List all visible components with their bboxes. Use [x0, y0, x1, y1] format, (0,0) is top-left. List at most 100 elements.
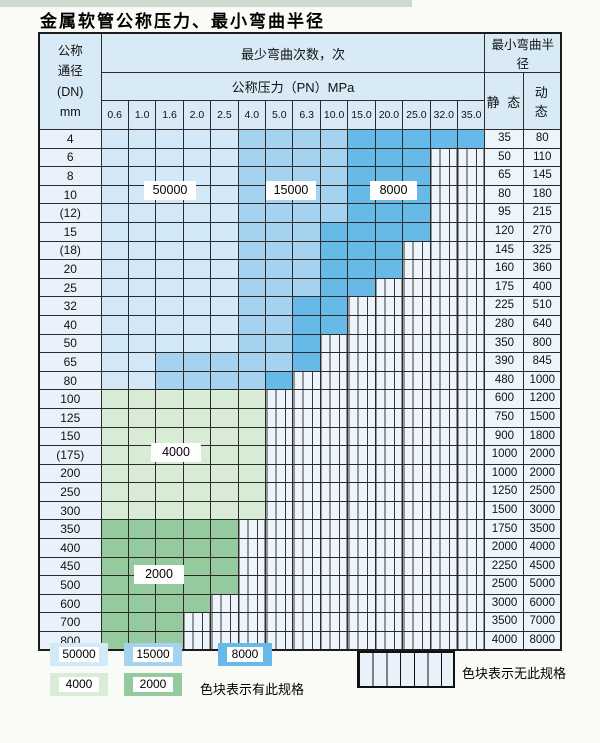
dynamic-radius-cell: 8000 — [523, 631, 562, 651]
cell-spec-50000 — [100, 184, 129, 205]
cell-no-spec — [319, 556, 349, 577]
cell-spec-50000 — [127, 296, 157, 316]
table-body: 4 35 80 6 50 110 8 65 145 10 80 180 (12) 95 215 15 120 27… — [38, 129, 562, 651]
cell-spec-8000 — [292, 352, 321, 372]
dynamic-radius-cell: 4500 — [523, 556, 562, 577]
cell-spec-50000 — [100, 296, 129, 316]
cell-spec-50000 — [127, 352, 157, 372]
cell-no-spec — [429, 389, 458, 409]
cell-spec-2000 — [155, 612, 184, 633]
cell-spec-50000 — [155, 203, 184, 223]
cell-no-spec — [429, 556, 458, 577]
cell-no-spec — [347, 389, 376, 409]
cell-no-spec — [374, 445, 404, 465]
dn-cell: 15 — [38, 221, 102, 242]
cell-spec-50000 — [210, 240, 239, 261]
cell-no-spec — [319, 445, 349, 465]
cell-spec-50000 — [155, 259, 184, 279]
cell-no-spec — [347, 314, 376, 335]
spec-table: 公称 通径 (DN) mm 最少弯曲次数，次 最小弯曲半径 公称压力（PN）MP… — [38, 32, 562, 652]
dynamic-radius-cell: 270 — [523, 221, 562, 242]
cell-spec-50000 — [210, 296, 239, 316]
cell-no-spec — [402, 370, 431, 391]
cell-no-spec — [429, 612, 458, 633]
cell-no-spec — [429, 445, 458, 465]
static-radius-cell: 600 — [484, 389, 525, 409]
cell-spec-4000 — [100, 463, 129, 484]
legend-swatch-4000: 4000 — [50, 673, 108, 696]
pressure-value-header: 6.3 — [292, 100, 321, 130]
cell-no-spec — [265, 445, 294, 465]
cell-spec-4000 — [155, 500, 184, 521]
dn-cell: 100 — [38, 389, 102, 409]
dynamic-radius-cell: 7000 — [523, 612, 562, 633]
cell-no-spec — [456, 593, 486, 614]
cell-spec-8000 — [402, 203, 431, 223]
cell-spec-2000 — [210, 575, 239, 595]
cell-spec-15000 — [155, 352, 184, 372]
cell-no-spec — [456, 147, 486, 168]
static-column-header: 静 态 — [484, 72, 525, 130]
cell-no-spec — [429, 407, 458, 428]
cell-spec-15000 — [292, 240, 321, 261]
cell-spec-15000 — [265, 314, 294, 335]
cell-spec-2000 — [182, 519, 212, 540]
cell-no-spec — [402, 314, 431, 335]
cell-no-spec — [402, 352, 431, 372]
dn-cell: 4 — [38, 129, 102, 149]
cell-spec-50000 — [155, 240, 184, 261]
cell-spec-15000 — [210, 352, 239, 372]
cell-spec-15000 — [237, 184, 267, 205]
dynamic-radius-cell: 1000 — [523, 370, 562, 391]
cell-no-spec — [429, 221, 458, 242]
cell-no-spec — [319, 482, 349, 502]
cell-spec-15000 — [265, 203, 294, 223]
cell-spec-15000 — [292, 203, 321, 223]
dynamic-radius-cell: 2000 — [523, 463, 562, 484]
cell-no-spec — [374, 296, 404, 316]
pressure-value-header: 2.0 — [182, 100, 212, 130]
table-row-dn-25: 25 175 400 — [38, 277, 562, 298]
cell-spec-50000 — [210, 259, 239, 279]
cell-spec-2000 — [155, 519, 184, 540]
cell-spec-8000 — [319, 240, 349, 261]
zone-label-2000: 2000 — [134, 565, 184, 584]
table-row-dn-15: 15 120 270 — [38, 221, 562, 242]
cell-no-spec — [402, 333, 431, 354]
cell-no-spec — [237, 538, 267, 558]
cell-no-spec — [429, 519, 458, 540]
cell-no-spec — [429, 203, 458, 223]
cell-no-spec — [347, 296, 376, 316]
dn-cell: 25 — [38, 277, 102, 298]
cell-spec-50000 — [155, 221, 184, 242]
cell-no-spec — [374, 519, 404, 540]
static-radius-cell: 280 — [484, 314, 525, 335]
zone-label-8000: 8000 — [370, 181, 417, 200]
cell-spec-2000 — [210, 519, 239, 540]
dn-cell: 80 — [38, 370, 102, 391]
static-radius-cell: 1000 — [484, 445, 525, 465]
cell-no-spec — [456, 575, 486, 595]
cell-no-spec — [429, 277, 458, 298]
cell-no-spec — [210, 612, 239, 633]
cell-spec-15000 — [292, 166, 321, 186]
cell-no-spec — [429, 482, 458, 502]
cell-spec-15000 — [237, 352, 267, 372]
cell-no-spec — [319, 370, 349, 391]
cell-spec-15000 — [292, 259, 321, 279]
dn-cell: 300 — [38, 500, 102, 521]
cell-no-spec — [402, 296, 431, 316]
cell-spec-4000 — [100, 445, 129, 465]
cell-no-spec — [374, 333, 404, 354]
cell-no-spec — [374, 631, 404, 651]
table-row-dn-8: 8 65 145 — [38, 166, 562, 186]
cell-no-spec — [292, 593, 321, 614]
zone-label-50000: 50000 — [144, 181, 196, 200]
cell-spec-2000 — [182, 556, 212, 577]
dynamic-radius-cell: 145 — [523, 166, 562, 186]
legend-swatch-8000: 8000 — [218, 643, 272, 666]
static-radius-cell: 350 — [484, 333, 525, 354]
cell-no-spec — [456, 631, 486, 651]
cell-no-spec — [374, 352, 404, 372]
cell-no-spec — [319, 352, 349, 372]
